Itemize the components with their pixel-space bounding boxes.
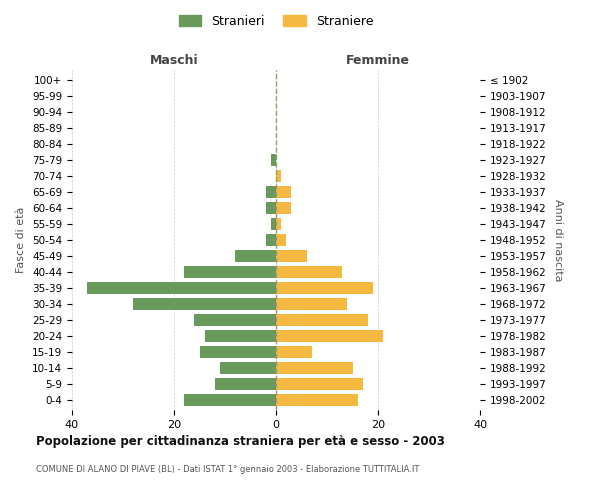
Bar xyxy=(271,154,276,166)
Bar xyxy=(184,394,276,406)
Text: Femmine: Femmine xyxy=(346,54,410,67)
Bar xyxy=(276,250,307,262)
Bar xyxy=(276,266,342,278)
Bar xyxy=(133,298,276,310)
Legend: Stranieri, Straniere: Stranieri, Straniere xyxy=(175,11,377,32)
Bar xyxy=(266,202,276,214)
Bar xyxy=(276,378,362,390)
Text: Popolazione per cittadinanza straniera per età e sesso - 2003: Popolazione per cittadinanza straniera p… xyxy=(36,435,445,448)
Bar xyxy=(88,282,276,294)
Text: COMUNE DI ALANO DI PIAVE (BL) - Dati ISTAT 1° gennaio 2003 - Elaborazione TUTTIT: COMUNE DI ALANO DI PIAVE (BL) - Dati IST… xyxy=(36,465,419,474)
Bar xyxy=(194,314,276,326)
Y-axis label: Fasce di età: Fasce di età xyxy=(16,207,26,273)
Bar xyxy=(276,186,292,198)
Bar xyxy=(276,314,368,326)
Bar xyxy=(276,346,312,358)
Bar xyxy=(276,282,373,294)
Bar xyxy=(276,234,286,246)
Bar xyxy=(235,250,276,262)
Bar xyxy=(276,170,281,182)
Bar xyxy=(266,234,276,246)
Bar xyxy=(276,362,353,374)
Bar xyxy=(276,298,347,310)
Bar xyxy=(220,362,276,374)
Bar xyxy=(276,218,281,230)
Bar xyxy=(276,202,292,214)
Y-axis label: Anni di nascita: Anni di nascita xyxy=(553,198,563,281)
Bar xyxy=(184,266,276,278)
Bar xyxy=(266,186,276,198)
Bar xyxy=(205,330,276,342)
Bar xyxy=(215,378,276,390)
Bar xyxy=(271,218,276,230)
Bar xyxy=(276,330,383,342)
Bar xyxy=(276,394,358,406)
Bar xyxy=(199,346,276,358)
Text: Maschi: Maschi xyxy=(149,54,199,67)
